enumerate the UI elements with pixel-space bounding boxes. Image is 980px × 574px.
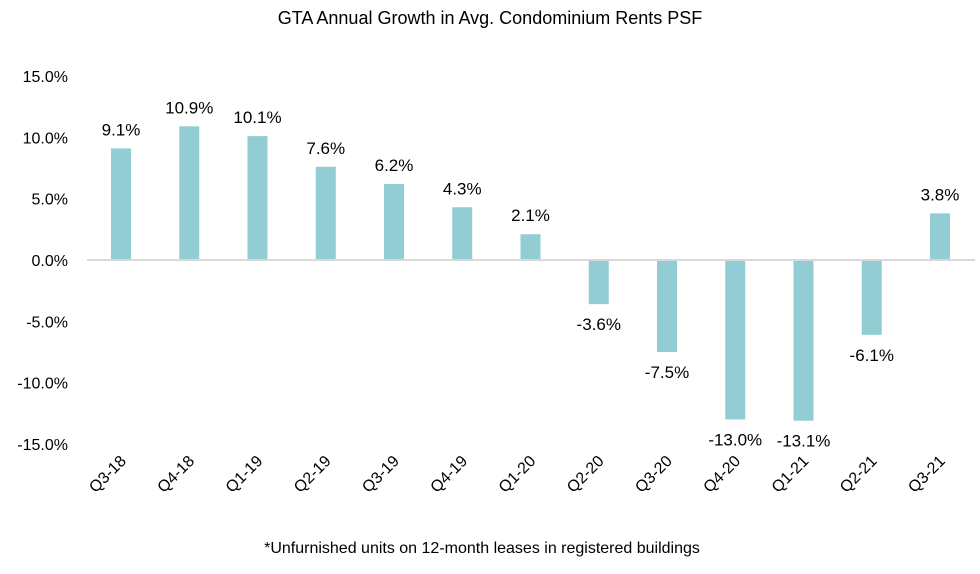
data-label: 4.3% xyxy=(443,179,482,198)
y-tick-label: 0.0% xyxy=(32,253,68,270)
y-tick-label: 15.0% xyxy=(23,69,68,86)
bar-Q4-19 xyxy=(452,207,473,260)
bar-Q3-21 xyxy=(930,213,950,260)
data-label: 10.1% xyxy=(233,108,281,127)
bar-Q2-20 xyxy=(588,260,609,305)
data-label: -13.1% xyxy=(777,432,831,451)
x-tick-label: Q3-19 xyxy=(359,453,403,497)
x-tick-label: Q2-19 xyxy=(291,453,335,497)
x-tick-label: Q3-18 xyxy=(86,453,130,497)
data-label: 3.8% xyxy=(921,185,960,204)
chart-title: GTA Annual Growth in Avg. Condominium Re… xyxy=(278,8,703,28)
x-tick-label: Q4-19 xyxy=(428,453,472,497)
data-label: 6.2% xyxy=(375,156,414,175)
y-tick-label: -10.0% xyxy=(17,376,68,393)
data-label: 2.1% xyxy=(511,206,550,225)
data-label: -13.0% xyxy=(708,430,762,449)
bar-Q3-20 xyxy=(657,260,677,352)
bar-Q3-19 xyxy=(384,183,404,260)
x-tick-label: Q3-21 xyxy=(905,453,949,497)
data-label: 7.6% xyxy=(306,139,345,158)
x-tick-label: Q4-20 xyxy=(701,453,745,497)
data-label: 9.1% xyxy=(102,120,141,139)
x-tick-label: Q1-20 xyxy=(496,453,540,497)
bar-Q4-18 xyxy=(179,126,200,260)
bar-Q2-19 xyxy=(315,166,336,260)
bar-Q3-18 xyxy=(111,148,131,260)
bar-Q1-21 xyxy=(793,260,814,421)
x-tick-label: Q1-21 xyxy=(769,453,813,497)
y-tick-label: 5.0% xyxy=(32,192,68,209)
data-label: -6.1% xyxy=(850,346,894,365)
x-tick-label: Q2-21 xyxy=(837,453,881,497)
y-tick-label: 10.0% xyxy=(23,130,68,147)
bar-Q1-19 xyxy=(247,136,268,260)
footnote: *Unfurnished units on 12-month leases in… xyxy=(264,540,700,557)
bar-Q1-20 xyxy=(520,234,541,260)
x-tick-label: Q4-18 xyxy=(155,453,199,497)
data-label: -7.5% xyxy=(645,363,689,382)
bar-Q4-20 xyxy=(725,260,746,420)
x-tick-label: Q2-20 xyxy=(564,453,608,497)
y-tick-label: -5.0% xyxy=(26,314,68,331)
data-label: -3.6% xyxy=(577,315,621,334)
x-tick-label: Q3-20 xyxy=(632,453,676,497)
x-tick-label: Q1-19 xyxy=(223,453,267,497)
y-tick-label: -15.0% xyxy=(17,437,68,454)
bar-Q2-21 xyxy=(861,260,882,335)
data-label: 10.9% xyxy=(165,98,213,117)
